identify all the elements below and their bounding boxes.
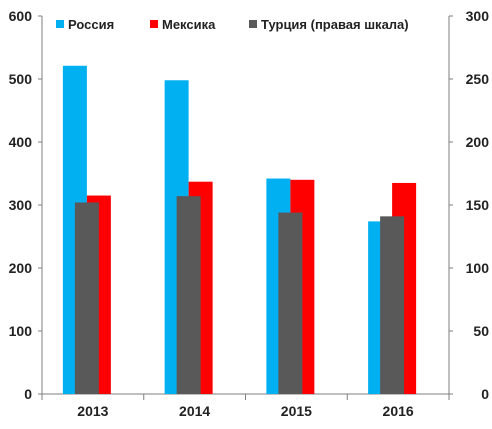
right-tick-label: 100 (466, 260, 490, 276)
right-tick-label: 0 (481, 386, 489, 402)
legend-label: Россия (68, 17, 114, 32)
category-label: 2013 (77, 403, 108, 419)
bar-turkey (74, 202, 99, 394)
legend-swatch (56, 20, 64, 28)
legend-label: Мексика (162, 17, 216, 32)
bar-turkey (176, 196, 201, 394)
right-tick-label: 250 (466, 71, 490, 87)
legend-label: Турция (правая шкала) (261, 17, 409, 32)
right-tick-label: 300 (466, 8, 490, 24)
left-tick-label: 100 (9, 323, 33, 339)
category-label: 2016 (383, 403, 414, 419)
left-tick-label: 200 (9, 260, 33, 276)
left-axis-ticks: 0 100 200 300 400 500 600 (9, 8, 33, 402)
bar-turkey (278, 212, 303, 394)
legend: Россия Мексика Турция (правая шкала) (56, 17, 409, 32)
left-tick-label: 0 (24, 386, 32, 402)
category-label: 2015 (281, 403, 312, 419)
category-labels: 2013 2014 2015 2016 (77, 403, 414, 419)
right-tick-label: 150 (466, 197, 490, 213)
left-tick-label: 500 (9, 71, 33, 87)
right-tick-label: 50 (473, 323, 489, 339)
bars (62, 65, 417, 395)
left-tick-label: 600 (9, 8, 33, 24)
category-label: 2014 (179, 403, 210, 419)
legend-swatch (150, 20, 158, 28)
bar-turkey (380, 216, 405, 394)
legend-swatch (249, 20, 257, 28)
left-tick-label: 400 (9, 134, 33, 150)
right-tick-label: 200 (466, 134, 490, 150)
left-tick-label: 300 (9, 197, 33, 213)
right-axis-ticks: 0 50 100 150 200 250 300 (466, 8, 490, 402)
